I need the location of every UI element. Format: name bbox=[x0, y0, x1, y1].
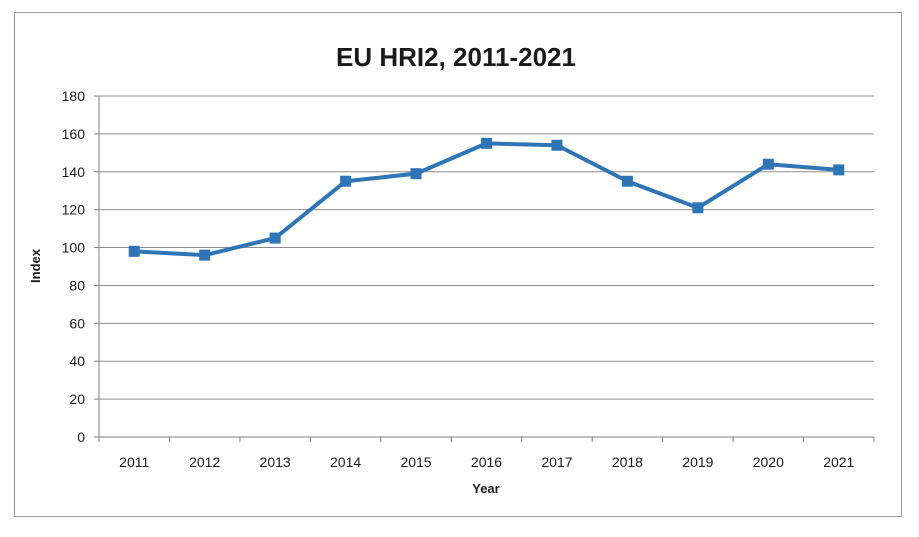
data-point-2011 bbox=[128, 245, 140, 257]
y-tick-label: 20 bbox=[69, 391, 85, 407]
x-tick-label: 2013 bbox=[260, 454, 291, 470]
y-tick-label: 120 bbox=[62, 202, 86, 218]
y-tick-label: 80 bbox=[69, 277, 85, 293]
y-tick-label: 140 bbox=[62, 164, 86, 180]
y-tick-label: 160 bbox=[62, 126, 86, 142]
data-point-2021 bbox=[833, 164, 845, 176]
x-tick-label: 2019 bbox=[682, 454, 713, 470]
data-point-2014 bbox=[340, 175, 352, 187]
x-tick-label: 2021 bbox=[823, 454, 854, 470]
y-axis-ticks: 0 20 40 60 80 100 120 140 160 180 bbox=[62, 88, 99, 445]
data-point-2013 bbox=[269, 232, 281, 244]
x-tick-label: 2017 bbox=[541, 454, 572, 470]
y-axis-title: Index bbox=[28, 248, 43, 283]
x-axis-ticks: 2011 2012 2013 2014 2015 2016 2017 2018 2019 2020… bbox=[98, 437, 875, 470]
data-point-2020 bbox=[762, 158, 774, 170]
y-tick-label: 40 bbox=[69, 353, 85, 369]
x-tick-label: 2012 bbox=[189, 454, 220, 470]
series-index bbox=[128, 137, 845, 261]
x-axis-title: Year bbox=[472, 481, 499, 496]
y-tick-label: 60 bbox=[69, 315, 85, 331]
gridlines bbox=[99, 95, 874, 400]
chart-title: EU HRI2, 2011-2021 bbox=[336, 42, 576, 72]
x-tick-label: 2014 bbox=[330, 454, 361, 470]
x-tick-label: 2020 bbox=[753, 454, 784, 470]
data-point-2017 bbox=[551, 139, 563, 151]
y-tick-label: 180 bbox=[62, 88, 86, 104]
x-tick-label: 2011 bbox=[119, 454, 149, 470]
x-tick-label: 2018 bbox=[612, 454, 643, 470]
data-point-2016 bbox=[481, 137, 492, 149]
data-point-2019 bbox=[692, 202, 704, 214]
y-tick-label: 100 bbox=[62, 240, 86, 256]
data-point-2012 bbox=[199, 249, 211, 261]
y-tick-label: 0 bbox=[77, 429, 85, 445]
series-line bbox=[134, 141, 839, 258]
data-point-2015 bbox=[410, 168, 422, 180]
data-point-2018 bbox=[621, 175, 633, 187]
x-tick-label: 2016 bbox=[471, 454, 502, 470]
x-tick-label: 2015 bbox=[400, 454, 431, 470]
